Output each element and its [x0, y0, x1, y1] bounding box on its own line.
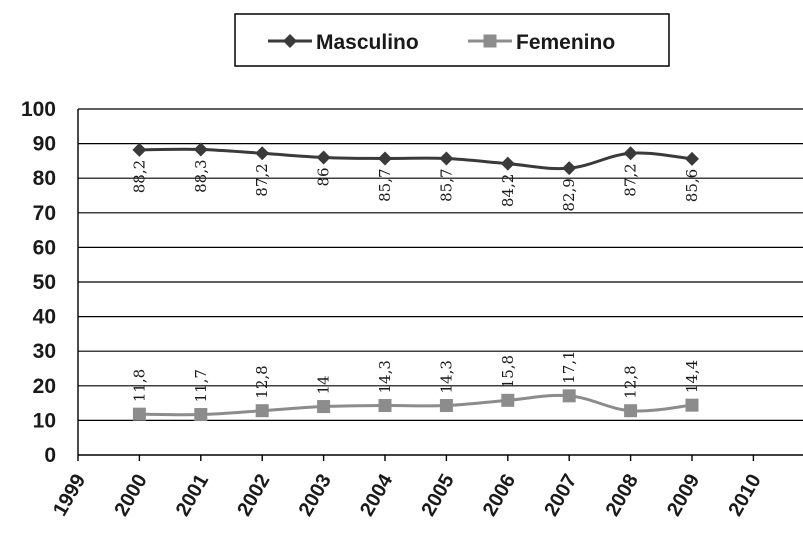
data-label-masculino: 82,9 [560, 178, 578, 211]
x-tick-label: 2005 [417, 471, 458, 521]
data-label-femenino: 14,3 [437, 360, 455, 393]
y-tick-label: 0 [44, 444, 56, 467]
data-label-masculino: 85,6 [683, 169, 701, 202]
data-label-masculino: 84,2 [499, 174, 517, 207]
y-tick-label: 60 [33, 236, 56, 259]
x-tick-label: 2003 [295, 471, 336, 521]
data-point-femenino [624, 404, 638, 418]
data-label-femenino: 17,1 [560, 350, 578, 383]
y-tick-label: 80 [33, 167, 56, 190]
data-point-femenino [685, 398, 699, 412]
x-tick-labels: 1999 2000 2001 2002 2003 2004 2005 2006 2007 2008… [49, 455, 766, 520]
data-point-femenino [501, 393, 515, 407]
data-label-femenino: 11,7 [192, 369, 210, 402]
data-label-femenino: 12,8 [622, 365, 640, 398]
data-point-femenino [194, 408, 208, 422]
data-label-femenino: 12,8 [253, 365, 271, 398]
data-labels: 88,2 88,3 87,2 86 85,7 85,7 84,2 82,9 87,2 85,6 11… [130, 159, 701, 402]
data-label-masculino: 85,7 [437, 168, 455, 201]
x-tick-label: 2008 [602, 471, 643, 521]
data-point-femenino [132, 407, 146, 421]
legend-diamond-marker [283, 34, 297, 48]
data-label-masculino: 88,3 [192, 159, 210, 192]
y-tick-label: 70 [33, 202, 56, 225]
data-label-femenino: 14 [315, 375, 333, 394]
data-label-masculino: 86 [315, 167, 333, 186]
data-point-masculino [255, 146, 270, 161]
data-point-masculino [685, 151, 699, 166]
y-tick-label: 10 [33, 409, 56, 432]
y-tick-label: 50 [33, 271, 56, 294]
x-tick-label: 2006 [479, 471, 520, 521]
legend-label: Femenino [516, 31, 615, 54]
data-point-femenino [317, 400, 331, 414]
data-label-masculino: 87,2 [622, 163, 640, 196]
legend: Masculino Femenino [234, 13, 670, 67]
data-point-femenino [255, 404, 269, 418]
y-tick-label: 20 [33, 375, 56, 398]
x-tick-label: 2009 [663, 471, 704, 521]
axes [77, 109, 803, 456]
series-line-masculino [139, 147, 693, 171]
x-tick-label: 2001 [172, 471, 213, 521]
x-tick-label: 2004 [356, 470, 398, 520]
data-label-femenino: 14,4 [683, 360, 701, 393]
data-point-femenino [378, 399, 392, 413]
data-label-femenino: 14,3 [376, 360, 394, 393]
data-point-masculino [132, 142, 147, 157]
y-tick-label: 30 [33, 340, 56, 363]
data-point-femenino [562, 389, 576, 403]
data-point-masculino [562, 161, 577, 176]
data-label-masculino: 85,7 [376, 168, 394, 201]
gridlines [78, 108, 803, 421]
y-tick-labels: 0 10 20 30 40 50 60 70 80 90 100 [21, 98, 56, 467]
data-point-masculino [316, 150, 331, 165]
data-point-masculino [623, 146, 638, 161]
legend-label: Masculino [316, 31, 419, 54]
y-tick-label: 90 [33, 133, 56, 156]
x-tick-label: 2010 [724, 471, 765, 521]
x-tick-label: 2007 [540, 471, 581, 521]
y-tick-label: 40 [33, 306, 56, 329]
x-tick-label: 1999 [49, 471, 90, 521]
x-tick-label: 2000 [110, 471, 151, 521]
data-label-masculino: 87,2 [253, 163, 271, 196]
data-label-femenino: 15,8 [499, 355, 517, 388]
data-point-femenino [439, 399, 453, 413]
series-line-femenino [139, 393, 693, 417]
data-point-masculino [378, 151, 392, 166]
legend-square-marker [483, 34, 497, 48]
data-label-masculino: 88,2 [130, 160, 148, 193]
data-label-femenino: 11,8 [130, 369, 148, 402]
y-tick-label: 100 [21, 98, 56, 121]
data-point-masculino [439, 151, 454, 166]
data-point-masculino [193, 142, 208, 157]
series [132, 142, 699, 422]
data-point-masculino [500, 156, 515, 171]
x-tick-label: 2002 [233, 471, 274, 521]
